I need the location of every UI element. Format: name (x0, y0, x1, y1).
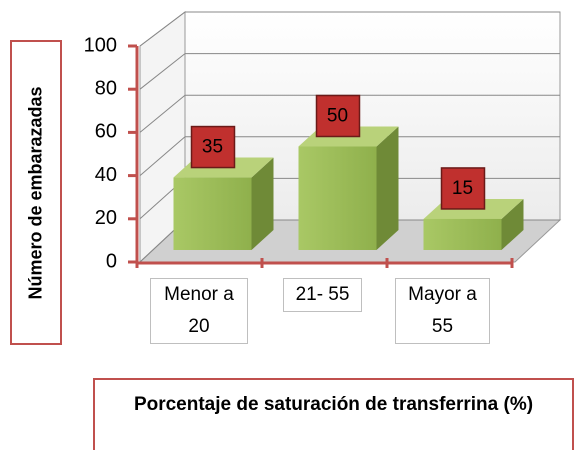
y-tick-label: 60 (95, 121, 117, 143)
x-axis-title: Porcentaje de saturación de transferrina… (93, 378, 574, 450)
grid-line (139, 11, 186, 47)
bar-side (251, 157, 274, 250)
x-tick-label: Menor a 20 (150, 278, 248, 344)
bar (423, 218, 502, 250)
y-tick-label: 40 (95, 164, 117, 186)
bar (298, 146, 377, 250)
data-label: 15 (452, 178, 473, 199)
bar-side (501, 198, 524, 250)
y-tick-label: 80 (95, 77, 117, 99)
data-label-box (190, 125, 236, 169)
y-axis-title-box: Número de embarazadas (10, 40, 62, 345)
data-label: 50 (327, 106, 348, 127)
y-axis-title: Número de embarazadas (25, 85, 46, 300)
grid-line (139, 53, 186, 90)
data-label-box (315, 94, 361, 138)
x-tick-label: 21- 55 (283, 278, 362, 312)
bar (173, 177, 252, 250)
bar-side (376, 126, 399, 250)
y-tick-label: 20 (95, 207, 117, 229)
grid-line (139, 136, 186, 176)
y-tick-label: 0 (106, 250, 117, 272)
data-label-box (440, 167, 486, 210)
data-label: 35 (202, 137, 223, 158)
grid-line (139, 94, 186, 133)
y-tick-label: 100 (84, 34, 117, 56)
x-tick-label: Mayor a 55 (395, 278, 490, 344)
